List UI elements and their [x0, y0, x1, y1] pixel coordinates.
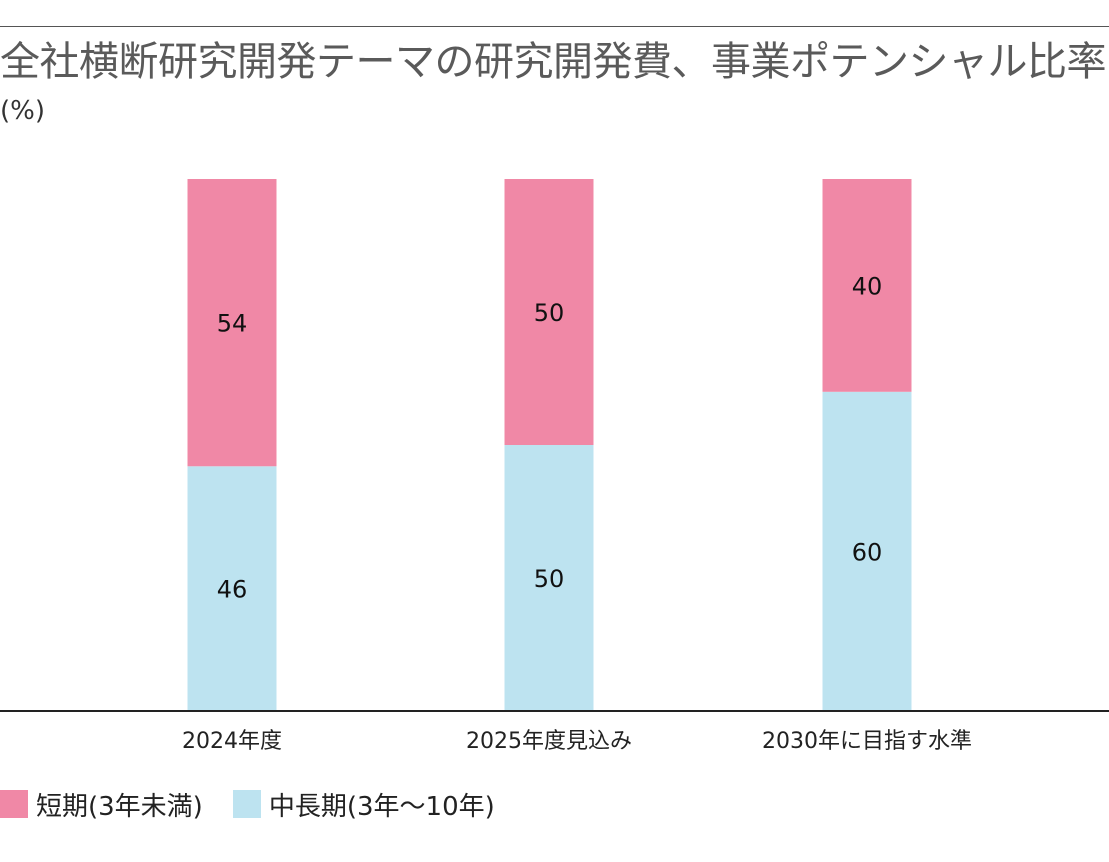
bar-segment-short-term-3 — [822, 179, 912, 392]
chart-title: 全社横断研究開発テーマの研究開発費、事業ポテンシャル比率 — [0, 39, 1107, 85]
data-label-mid-long-term-3: 60 — [852, 538, 883, 566]
bar-segment-mid-long-term-2 — [504, 445, 594, 711]
bar-segment-short-term-2 — [504, 179, 594, 445]
legend-item-mid-long-term: 中長期(3年〜10年) — [232, 786, 495, 823]
data-label-mid-long-term-2: 50 — [534, 565, 565, 593]
bar-segment-mid-long-term-1 — [187, 466, 277, 711]
legend-item-short-term: 短期(3年未満) — [0, 786, 203, 823]
legend-label-mid-long-term: 中長期(3年〜10年) — [268, 791, 495, 822]
legend-swatch-short-term — [0, 790, 28, 818]
data-label-mid-long-term-1: 46 — [217, 576, 248, 604]
data-label-short-term-2: 50 — [534, 299, 565, 327]
bar-segment-mid-long-term-3 — [822, 391, 912, 711]
data-label-short-term-1: 54 — [217, 310, 248, 338]
category-label-3: 2030年に目指す水準 — [762, 729, 972, 754]
category-label-2: 2025年度見込み — [466, 729, 632, 754]
legend-label-short-term: 短期(3年未満) — [36, 791, 203, 822]
top-rule — [0, 26, 1109, 27]
data-label-short-term-3: 40 — [852, 272, 883, 300]
unit-label: (%) — [0, 96, 45, 126]
legend: 短期(3年未満) 中長期(3年〜10年) — [0, 784, 525, 824]
bar-segment-short-term-1 — [187, 179, 277, 467]
legend-swatch-mid-long-term — [232, 790, 261, 818]
category-label-1: 2024年度 — [182, 729, 282, 754]
